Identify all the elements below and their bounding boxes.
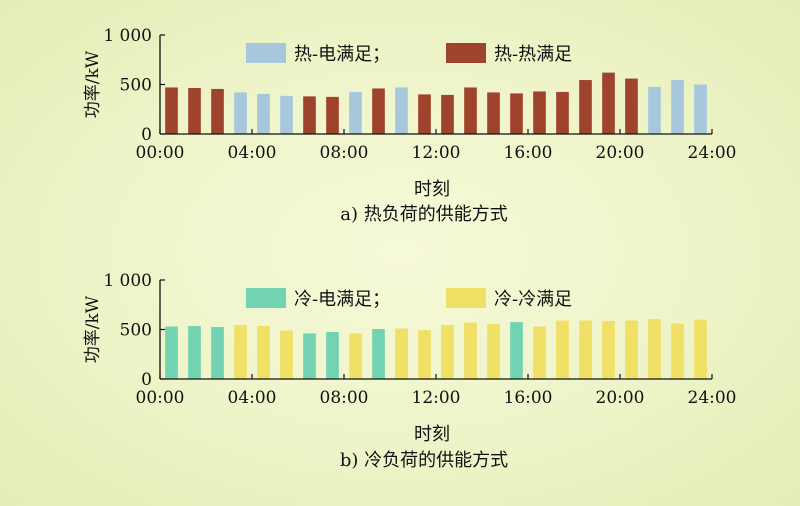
legend-label-2: 冷-冷满足 xyxy=(494,289,572,310)
legend-swatch-1 xyxy=(246,43,286,63)
bar-b-18 xyxy=(556,320,569,379)
bar-a-01 xyxy=(165,87,178,134)
bar-a-21 xyxy=(625,78,638,134)
x-tick-label: 04:00 xyxy=(228,388,277,408)
y-tick-label: 500 xyxy=(120,76,152,96)
bar-a-23 xyxy=(671,80,684,134)
bar-a-03 xyxy=(211,88,224,134)
legend-label-1: 冷-电满足； xyxy=(294,289,390,310)
legend-swatch-1 xyxy=(246,288,286,308)
legend-label-1: 热-电满足； xyxy=(294,44,390,65)
chart-panel-b: 0 500 1 000 00:00 04:00 08:00 12:00 16:00 20:00 2… xyxy=(83,271,737,471)
bar-a-07 xyxy=(303,96,316,134)
chart-panel-a: 0 500 1 000 00:00 04:00 08:00 12:00 16:00 20:00 2… xyxy=(83,26,737,225)
x-tick-label: 12:00 xyxy=(412,388,461,408)
bar-b-10 xyxy=(372,329,385,379)
bar-a-05 xyxy=(257,93,270,134)
bar-b-04 xyxy=(234,325,247,379)
bar-b-17 xyxy=(533,326,546,379)
x-axis-label: 时刻 xyxy=(414,179,450,200)
bar-a-08 xyxy=(326,96,339,135)
bar-b-03 xyxy=(211,327,224,379)
x-tick-label: 20:00 xyxy=(596,388,645,408)
bar-a-15 xyxy=(487,92,500,134)
bar-a-10 xyxy=(372,88,385,134)
panel-caption: a) 热负荷的供能方式 xyxy=(340,204,507,225)
legend-swatch-2 xyxy=(446,288,486,308)
bar-b-15 xyxy=(487,324,500,379)
x-tick-label: 24:00 xyxy=(688,388,737,408)
bar-a-19 xyxy=(579,80,592,134)
bar-a-11 xyxy=(395,87,408,134)
bar-a-04 xyxy=(234,92,247,134)
bar-a-18 xyxy=(556,91,569,134)
bar-a-16 xyxy=(510,93,523,134)
x-axis-label: 时刻 xyxy=(414,424,450,445)
bar-b-23 xyxy=(671,323,684,379)
bar-b-05 xyxy=(257,326,270,379)
legend-swatch-2 xyxy=(446,43,486,63)
x-tick-label: 12:00 xyxy=(412,143,461,163)
bar-b-20 xyxy=(602,321,615,379)
bar-b-01 xyxy=(165,326,178,379)
bar-b-08 xyxy=(326,331,339,379)
bar-b-06 xyxy=(280,330,293,379)
bar-a-24 xyxy=(694,84,707,134)
bar-b-24 xyxy=(694,319,707,379)
x-tick-label: 08:00 xyxy=(320,388,369,408)
bar-b-07 xyxy=(303,333,316,379)
bar-b-16 xyxy=(510,322,523,379)
bar-a-14 xyxy=(464,87,477,134)
y-tick-label: 0 xyxy=(141,125,152,145)
x-tick-label: 00:00 xyxy=(136,143,185,163)
y-tick-label: 1 000 xyxy=(103,271,152,291)
y-tick-label: 1 000 xyxy=(103,26,152,46)
x-tick-label: 00:00 xyxy=(136,388,185,408)
y-axis-label: 功率/kW xyxy=(83,295,103,363)
bar-a-13 xyxy=(441,94,454,134)
bar-b-09 xyxy=(349,333,362,379)
bar-b-14 xyxy=(464,322,477,379)
y-tick-label: 0 xyxy=(141,370,152,390)
x-tick-label: 20:00 xyxy=(596,143,645,163)
y-axis-label: 功率/kW xyxy=(83,50,103,118)
x-tick-label: 04:00 xyxy=(228,143,277,163)
legend-label-2: 热-热满足 xyxy=(494,44,572,65)
bar-a-09 xyxy=(349,91,362,134)
bar-a-06 xyxy=(280,95,293,134)
bar-a-17 xyxy=(533,91,546,134)
bar-b-12 xyxy=(418,330,431,379)
bar-b-22 xyxy=(648,319,661,379)
bar-b-21 xyxy=(625,320,638,379)
x-tick-label: 24:00 xyxy=(688,143,737,163)
bar-a-22 xyxy=(648,86,661,134)
bar-b-11 xyxy=(395,328,408,379)
bar-a-02 xyxy=(188,87,201,134)
bar-b-19 xyxy=(579,320,592,379)
y-tick-label: 500 xyxy=(120,321,152,341)
bar-b-02 xyxy=(188,326,201,379)
bar-b-13 xyxy=(441,325,454,379)
panel-caption: b) 冷负荷的供能方式 xyxy=(340,450,508,471)
x-tick-label: 08:00 xyxy=(320,143,369,163)
bar-a-12 xyxy=(418,94,431,134)
bar-a-20 xyxy=(602,72,615,134)
x-tick-label: 16:00 xyxy=(504,143,553,163)
x-tick-label: 16:00 xyxy=(504,388,553,408)
